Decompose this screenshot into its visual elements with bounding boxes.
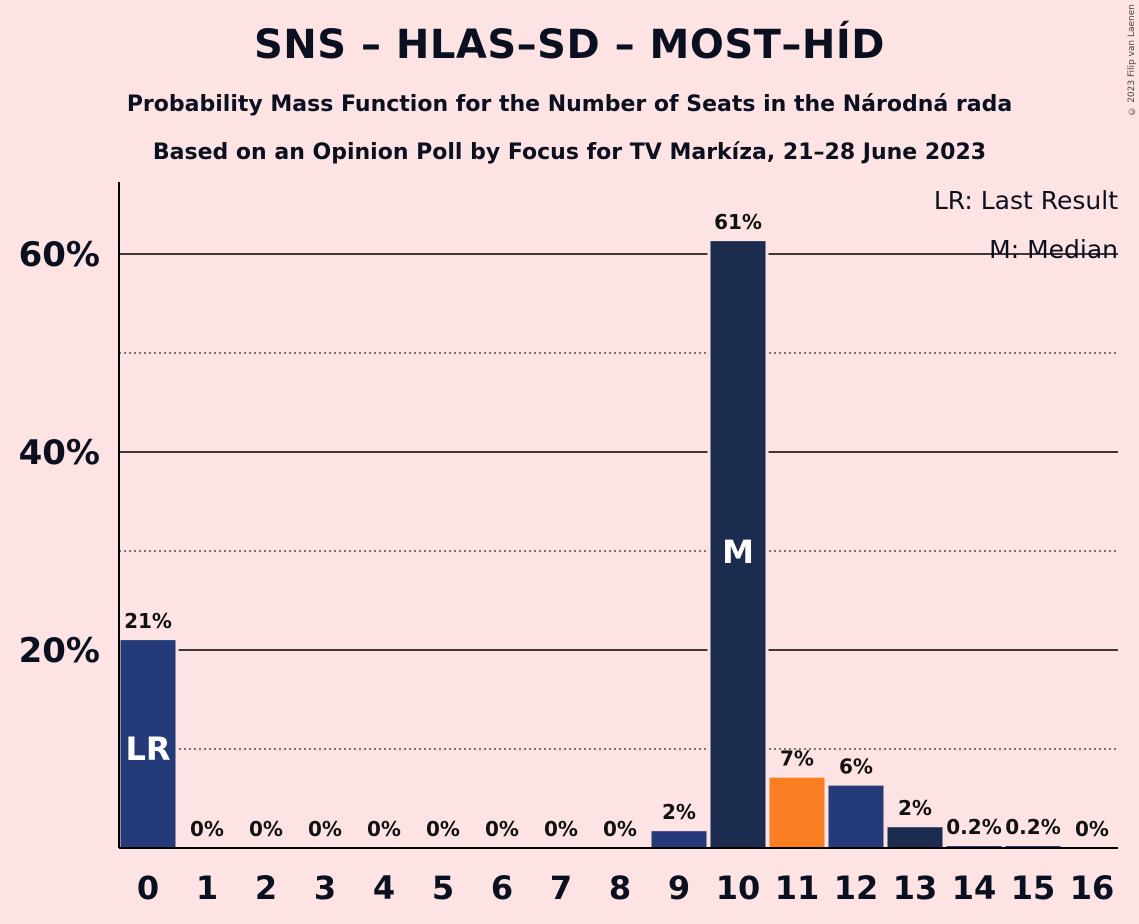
bar-value-label: 0.2% bbox=[946, 815, 1001, 839]
y-tick-label: 20% bbox=[19, 631, 100, 671]
bar bbox=[710, 241, 766, 848]
bar-value-label: 6% bbox=[839, 755, 873, 779]
y-tick-label: 40% bbox=[19, 433, 100, 473]
x-tick-label: 11 bbox=[775, 869, 820, 907]
bar-value-label: 0% bbox=[190, 817, 224, 841]
x-tick-label: 8 bbox=[609, 869, 631, 907]
chart-subtitle: Probability Mass Function for the Number… bbox=[126, 92, 1013, 117]
bar-value-label: 2% bbox=[898, 796, 932, 820]
bar-value-label: 0% bbox=[308, 817, 342, 841]
legend-last-result: LR: Last Result bbox=[934, 186, 1118, 215]
bar-value-label: 7% bbox=[780, 747, 814, 771]
chart-title: SNS – HLAS–SD – MOST–HÍD bbox=[253, 22, 885, 68]
legend: LR: Last Result M: Median bbox=[934, 186, 1118, 264]
bar-value-label: 21% bbox=[124, 609, 172, 633]
bar-value-label: 2% bbox=[662, 800, 696, 824]
bar-value-label: 0% bbox=[249, 817, 283, 841]
x-tick-label: 16 bbox=[1070, 869, 1115, 907]
x-tick-label: 4 bbox=[373, 869, 395, 907]
bar-value-label: 0% bbox=[426, 817, 460, 841]
x-tick-label: 0 bbox=[137, 869, 159, 907]
x-tick-label: 14 bbox=[952, 869, 997, 907]
x-tick-label: 6 bbox=[491, 869, 513, 907]
bar bbox=[769, 777, 825, 848]
x-tick-label: 3 bbox=[314, 869, 336, 907]
bar-value-label: 61% bbox=[714, 210, 762, 234]
grid-lines bbox=[119, 253, 1118, 750]
x-tick-label: 5 bbox=[432, 869, 454, 907]
bar bbox=[651, 831, 707, 848]
y-tick-label: 60% bbox=[19, 235, 100, 275]
bar bbox=[887, 827, 943, 848]
bar-value-label: 0.2% bbox=[1005, 815, 1060, 839]
bar-value-label: 0% bbox=[603, 817, 637, 841]
x-tick-label: 15 bbox=[1011, 869, 1056, 907]
x-tick-label: 2 bbox=[255, 869, 277, 907]
bar-value-label: 0% bbox=[367, 817, 401, 841]
bar-value-label: 0% bbox=[485, 817, 519, 841]
bars: 21% 0% 0% 0% 0% 0% 0% 0% 0% 2% 61% 7% 6% 2% 0.2% 0.2% 0%… bbox=[117, 210, 1109, 848]
x-tick-label: 1 bbox=[196, 869, 218, 907]
bar bbox=[120, 640, 176, 848]
x-tick-label: 12 bbox=[834, 869, 879, 907]
x-tick-label: 13 bbox=[893, 869, 938, 907]
x-tick-label: 7 bbox=[550, 869, 572, 907]
x-tick-label: 9 bbox=[668, 869, 690, 907]
bar bbox=[828, 785, 884, 848]
bar-value-label: 0% bbox=[544, 817, 578, 841]
bar-value-label: 0% bbox=[1075, 817, 1109, 841]
chart-source-subtitle: Based on an Opinion Poll by Focus for TV… bbox=[152, 140, 987, 165]
last-result-marker: LR bbox=[125, 730, 170, 768]
axes: 20%40%60%0 1 2 3 4 5 6 7 8 9 10 11 12 13 14 15 16 bbox=[19, 182, 1118, 907]
legend-median: M: Median bbox=[989, 235, 1118, 264]
median-marker: M bbox=[722, 533, 754, 571]
x-tick-label: 10 bbox=[716, 869, 761, 907]
